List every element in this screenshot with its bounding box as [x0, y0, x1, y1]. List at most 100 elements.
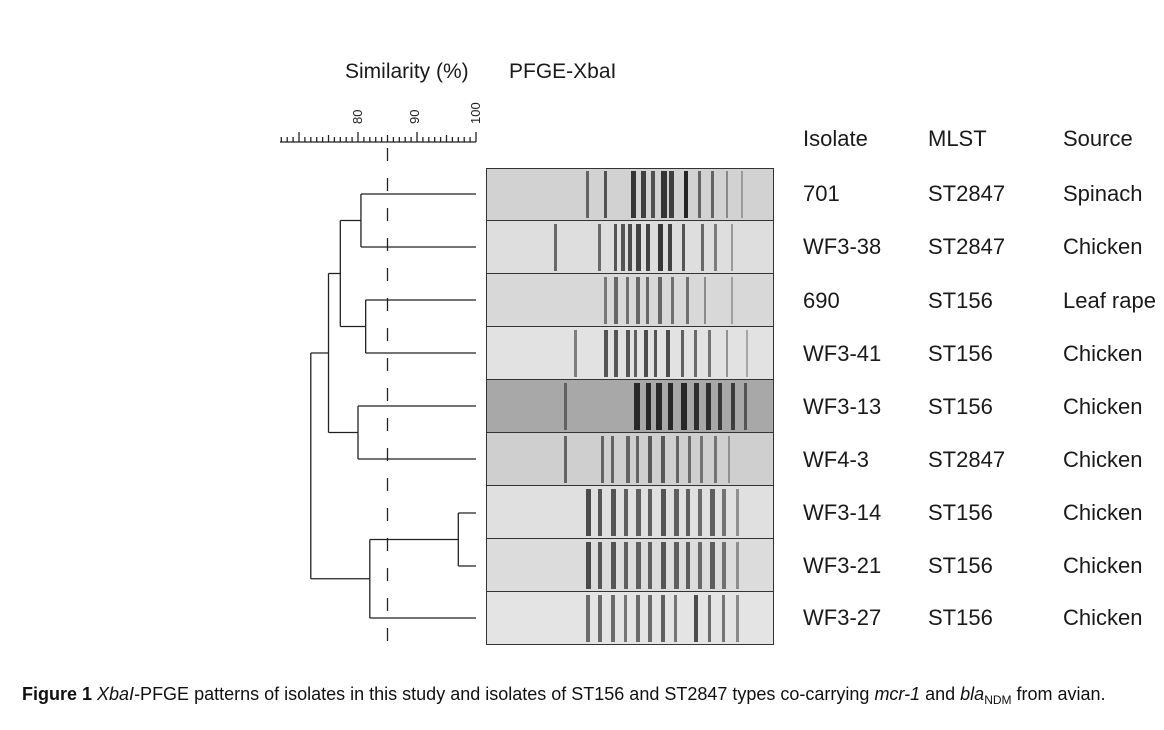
- gel-band: [564, 383, 567, 430]
- gel-band: [669, 171, 674, 218]
- gel-band: [624, 489, 628, 536]
- gel-band: [648, 489, 652, 536]
- gel-band: [586, 595, 590, 642]
- gel-band: [646, 383, 651, 430]
- gel-band: [731, 277, 733, 324]
- gel-band: [648, 595, 652, 642]
- gel-band: [554, 224, 557, 271]
- mlst-type: ST156: [928, 341, 993, 366]
- gel-band: [686, 277, 689, 324]
- isolate-source: Chicken: [1063, 447, 1143, 472]
- gel-band: [658, 224, 663, 271]
- gel-lane: [486, 327, 774, 380]
- gel-band: [722, 489, 726, 536]
- gel-band: [634, 383, 640, 430]
- isolate-source: Chicken: [1063, 605, 1143, 630]
- caption-enzyme: XbaI: [97, 684, 135, 704]
- gel-band: [714, 436, 717, 483]
- gel-band: [741, 171, 743, 218]
- isolate-name: WF3-14: [803, 500, 882, 525]
- isolate-name: 690: [803, 288, 840, 313]
- mlst-type: ST156: [928, 553, 993, 578]
- gel-band: [710, 542, 715, 589]
- gel-lane-background: [486, 274, 774, 327]
- gel-band: [746, 330, 748, 377]
- gel-band: [706, 383, 711, 430]
- isolate-name: 701: [803, 181, 840, 206]
- gel-band: [710, 489, 715, 536]
- gel-band: [611, 542, 616, 589]
- gel-band: [674, 489, 679, 536]
- gel-band: [674, 542, 679, 589]
- similarity-header: Similarity (%): [345, 60, 469, 83]
- gel-band: [604, 330, 608, 377]
- gel-band: [574, 330, 577, 377]
- gel-band: [586, 171, 589, 218]
- gel-band: [681, 383, 687, 430]
- gel-band: [601, 436, 604, 483]
- gel-band: [624, 595, 627, 642]
- gel-band: [621, 224, 625, 271]
- gel-lane: [486, 380, 774, 433]
- gel-band: [636, 595, 640, 642]
- gel-band: [668, 224, 672, 271]
- dendrogram: [280, 132, 477, 645]
- gel-lane: [486, 168, 774, 221]
- gel-band: [658, 277, 662, 324]
- mlst-type: ST156: [928, 394, 993, 419]
- caption-text-3: from avian.: [1011, 684, 1106, 704]
- column-header-source: Source: [1063, 126, 1133, 151]
- mlst-type: ST156: [928, 605, 993, 630]
- gel-band: [708, 595, 711, 642]
- gel-band: [668, 383, 673, 430]
- caption-gene-2-subscript: NDM: [984, 693, 1012, 707]
- gel-band: [661, 542, 666, 589]
- gel-band: [676, 436, 679, 483]
- isolate-source: Spinach: [1063, 181, 1143, 206]
- gel-band: [631, 171, 636, 218]
- gel-lane: [486, 486, 774, 539]
- mlst-type: ST2847: [928, 181, 1006, 206]
- gel-band: [674, 595, 677, 642]
- gel-band: [736, 489, 739, 536]
- gel-band: [666, 330, 670, 377]
- gel-band: [701, 224, 704, 271]
- gel-band: [604, 171, 607, 218]
- gel-band: [626, 277, 629, 324]
- isolate-name: WF4-3: [803, 447, 869, 472]
- gel-band: [586, 489, 591, 536]
- gel-band: [648, 542, 652, 589]
- gel-band: [698, 542, 702, 589]
- isolate-source: Chicken: [1063, 500, 1143, 525]
- gel-band: [728, 436, 730, 483]
- gel-band: [736, 595, 739, 642]
- gel-band: [646, 224, 650, 271]
- mlst-type: ST156: [928, 500, 993, 525]
- gel-band: [714, 224, 717, 271]
- isolate-name: WF3-41: [803, 341, 882, 366]
- gel-band: [641, 171, 646, 218]
- isolate-source: Chicken: [1063, 553, 1143, 578]
- isolate-source: Chicken: [1063, 394, 1143, 419]
- gel-lane: [486, 592, 774, 645]
- gel-band: [644, 330, 648, 377]
- gel-band: [656, 383, 662, 430]
- gel-band: [628, 224, 632, 271]
- pfge-gel-image: [486, 168, 774, 645]
- gel-band: [634, 330, 637, 377]
- gel-band: [564, 436, 567, 483]
- gel-band: [624, 542, 628, 589]
- gel-band: [726, 330, 728, 377]
- isolate-source: Leaf rape: [1063, 288, 1156, 313]
- gel-lane-background: [486, 380, 774, 433]
- caption-text-1: -PFGE patterns of isolates in this study…: [134, 684, 875, 704]
- gel-band: [686, 489, 690, 536]
- gel-band: [698, 489, 702, 536]
- gel-band: [736, 542, 739, 589]
- gel-band: [671, 277, 674, 324]
- isolate-name: WF3-13: [803, 394, 882, 419]
- gel-band: [686, 542, 690, 589]
- gel-band: [636, 224, 641, 271]
- caption-figure-label: Figure 1: [22, 684, 93, 704]
- gel-band: [684, 171, 688, 218]
